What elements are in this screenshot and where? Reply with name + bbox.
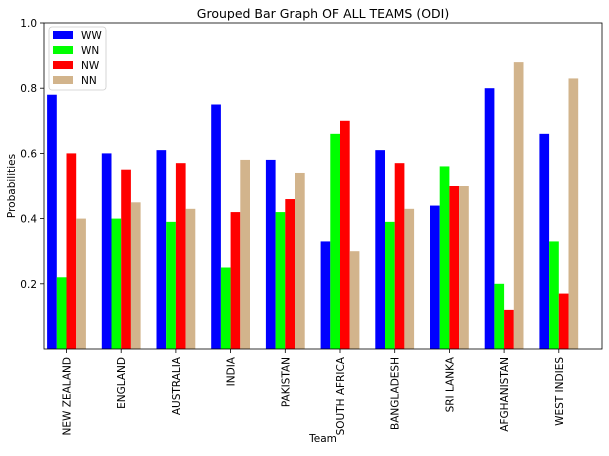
- bar-nw-6: [394, 163, 405, 349]
- legend-swatch-nn: [53, 76, 73, 84]
- bar-nw-5: [340, 120, 350, 349]
- bar-nw-4: [285, 199, 295, 349]
- bar-nw-7: [449, 186, 460, 349]
- x-axis-label: Team: [308, 433, 337, 445]
- bar-nn-5: [349, 251, 360, 349]
- bar-nw-0: [66, 153, 77, 349]
- legend-label-nn: NN: [81, 75, 97, 87]
- legend-label-nw: NW: [81, 60, 100, 72]
- bar-nn-6: [404, 208, 415, 349]
- y-tick-label: 1.0: [20, 18, 37, 30]
- bars-layer: [47, 62, 579, 350]
- bar-wn-4: [275, 212, 286, 349]
- bar-nw-1: [121, 169, 131, 349]
- plot-frame: [43, 22, 603, 350]
- x-tick-label: ENGLAND: [116, 357, 128, 409]
- bar-ww-7: [430, 205, 440, 349]
- bar-wn-0: [56, 277, 67, 349]
- bar-ww-9: [539, 133, 550, 349]
- legend-swatch-wn: [53, 46, 73, 54]
- y-tick-label: 0.2: [20, 279, 37, 291]
- bar-nw-2: [175, 163, 186, 349]
- bar-wn-2: [166, 221, 176, 349]
- bar-nw-3: [230, 212, 241, 349]
- x-tick-label: BANGLADESH: [390, 357, 402, 430]
- bar-nw-9: [558, 293, 569, 349]
- x-tick-label: SRI LANKA: [444, 356, 456, 412]
- y-tick-label: 0.8: [20, 83, 37, 95]
- x-tick-label: SOUTH AFRICA: [335, 356, 347, 435]
- bar-wn-6: [385, 221, 395, 349]
- bar-wn-7: [439, 166, 450, 349]
- legend-box: [48, 26, 107, 91]
- y-tick-label: 0.6: [20, 148, 37, 160]
- legend-swatch-nw: [53, 61, 73, 69]
- bar-nn-3: [240, 159, 250, 349]
- bar-ww-2: [156, 150, 167, 349]
- bar-ww-6: [375, 150, 385, 349]
- chart-title: Grouped Bar Graph OF ALL TEAMS (ODI): [197, 6, 449, 21]
- axes-layer: 0.2 0.4 0.6 0.8 1.0 NEW ZEALAND ENGLAND AUSTRAL…: [20, 18, 603, 435]
- bar-ww-8: [484, 88, 495, 349]
- bar-ww-1: [101, 153, 112, 349]
- bar-nn-4: [295, 172, 305, 349]
- legend-label-wn: WN: [81, 45, 99, 57]
- bar-ww-5: [320, 241, 331, 349]
- x-tick-label: NEW ZEALAND: [62, 357, 74, 435]
- bar-wn-1: [111, 218, 122, 349]
- x-tick-label: AFGHANISTAN: [499, 357, 511, 432]
- bar-nn-9: [568, 78, 579, 350]
- bar-nn-8: [513, 62, 524, 350]
- bar-nn-2: [185, 208, 196, 349]
- bar-nn-7: [459, 186, 469, 349]
- bar-nn-1: [130, 202, 141, 349]
- bar-wn-3: [220, 267, 231, 349]
- bar-wn-9: [549, 241, 559, 349]
- bar-nn-0: [76, 218, 86, 349]
- legend-label-ww: WW: [81, 30, 102, 42]
- bar-wn-5: [330, 133, 340, 349]
- x-tick-label: WEST INDIES: [554, 357, 566, 426]
- bar-nw-8: [504, 309, 514, 349]
- y-axis-label: Probabilities: [6, 154, 18, 218]
- bar-ww-3: [211, 104, 221, 349]
- bar-ww-4: [265, 159, 276, 349]
- x-tick-label: AUSTRALIA: [171, 356, 183, 415]
- y-tick-label: 0.4: [20, 214, 37, 226]
- x-tick-label: PAKISTAN: [280, 357, 292, 407]
- bar-ww-0: [47, 94, 57, 349]
- bar-wn-8: [494, 283, 505, 349]
- x-tick-label: INDIA: [226, 356, 238, 386]
- legend: WW WN NW NN: [48, 26, 107, 91]
- legend-swatch-ww: [53, 31, 73, 39]
